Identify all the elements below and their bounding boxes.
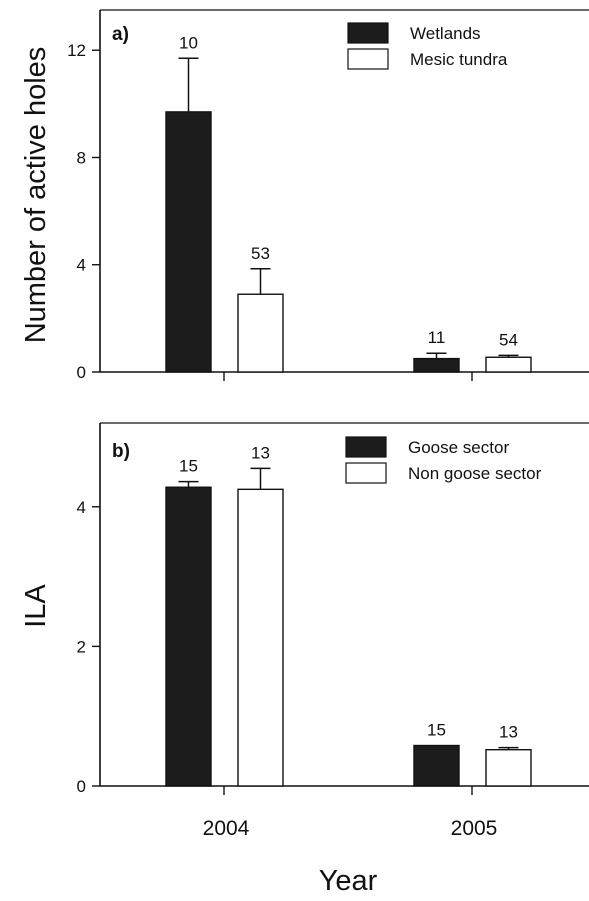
panel-a-ytick-label: 8 — [77, 148, 86, 167]
panel-b-legend-swatch — [345, 436, 387, 458]
panel-b-count-label: 15 — [179, 457, 198, 476]
panel-b-bar — [413, 744, 460, 787]
panel-a-legend-label: Wetlands — [410, 24, 481, 43]
panel-b-bar — [165, 486, 212, 787]
panel-b-ytick-label: 2 — [77, 637, 86, 656]
panel-a-ylabel: Number of active holes — [20, 47, 52, 344]
panel-b-ylabel: ILA — [20, 584, 52, 628]
panel-a-ytick-label: 4 — [77, 256, 86, 275]
panel-a-bar — [485, 356, 532, 373]
xtick-label: 2005 — [451, 817, 498, 840]
panel-a-chart: Number of active holes 0 4 8 12 10 11 53 54 a) We… — [20, 9, 589, 382]
panel-a-bar — [237, 293, 284, 373]
panel-b-bar — [485, 749, 532, 787]
x-axis-title: Year — [319, 865, 378, 897]
panel-a-tag: a) — [112, 24, 129, 45]
panel-a-legend-swatch — [347, 48, 389, 70]
panel-a-count-label: 54 — [499, 330, 518, 349]
panel-a-bar — [165, 111, 212, 373]
panel-b-tag: b) — [112, 441, 130, 462]
panel-a-legend-label: Mesic tundra — [410, 50, 508, 69]
panel-b-chart: ILA 0 2 4 2004 2005 15 15 13 13 b) Goose sector Non… — [20, 422, 589, 840]
xtick-label: 2004 — [203, 817, 250, 840]
panel-a-ytick-label: 0 — [77, 363, 86, 382]
panel-b-legend-label: Non goose sector — [408, 464, 542, 483]
panel-a-legend-swatch — [347, 22, 389, 44]
panel-b-legend-swatch — [345, 462, 387, 484]
panel-b-count-label: 13 — [499, 723, 518, 742]
panel-a-ytick-label: 12 — [67, 41, 86, 60]
panel-b-count-label: 15 — [427, 721, 446, 740]
panel-b-ytick-label: 0 — [77, 777, 86, 796]
panel-a-count-label: 53 — [251, 244, 270, 263]
panel-a-count-label: 10 — [179, 33, 198, 52]
panel-b-count-label: 13 — [251, 443, 270, 462]
panel-b-bar — [237, 488, 284, 787]
panel-b-legend-label: Goose sector — [408, 438, 509, 457]
panel-b-ytick-label: 4 — [77, 498, 86, 517]
panel-a-count-label: 11 — [428, 328, 446, 347]
panel-a-bar — [413, 357, 460, 373]
